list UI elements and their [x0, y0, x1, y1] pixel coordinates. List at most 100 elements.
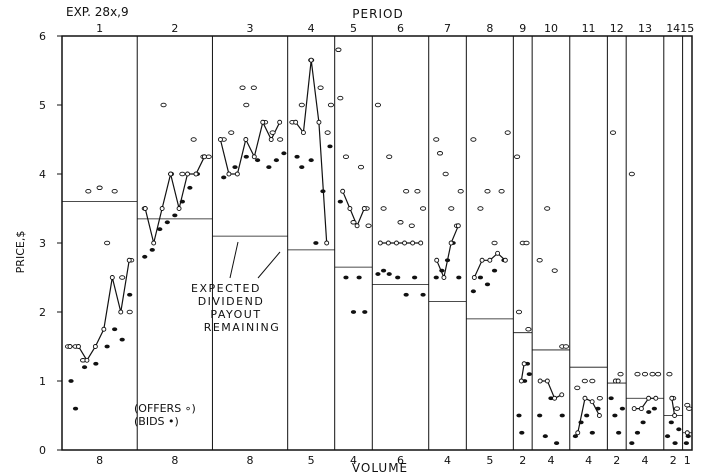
- y-tick-label: 2: [39, 306, 46, 319]
- transaction-point: [518, 378, 524, 384]
- transaction-point: [495, 250, 501, 256]
- volume-label: 8: [247, 454, 254, 467]
- legend: (OFFERS ∘) (BIDS •): [134, 402, 196, 428]
- transaction-point: [260, 119, 266, 125]
- transaction-point: [361, 206, 367, 211]
- volume-label: 2: [670, 454, 677, 467]
- bid-point: [68, 379, 74, 383]
- offer-point: [160, 102, 167, 108]
- transaction-point: [684, 430, 690, 436]
- volume-label: 8: [171, 454, 178, 467]
- offer-point: [335, 47, 342, 53]
- transaction-point: [559, 392, 565, 398]
- bid-point: [470, 289, 476, 294]
- bid-point: [93, 361, 99, 366]
- offer-point: [457, 188, 464, 194]
- transaction-point: [340, 188, 346, 194]
- transaction-point: [434, 257, 440, 263]
- transaction-point: [479, 257, 485, 263]
- transaction-point: [126, 257, 132, 263]
- transaction-point: [300, 130, 306, 136]
- period-label: 5: [350, 22, 357, 35]
- bid-point: [320, 189, 326, 194]
- offer-point: [357, 164, 365, 170]
- transaction-point: [410, 240, 416, 246]
- offer-point: [544, 206, 551, 211]
- transaction-line: [634, 397, 656, 410]
- transaction-point: [234, 171, 240, 177]
- bid-point: [112, 327, 118, 332]
- bid-point: [179, 199, 185, 204]
- transaction-point: [176, 206, 182, 211]
- bid-point: [254, 158, 261, 163]
- offer-point: [628, 171, 635, 177]
- offer-point: [239, 85, 246, 90]
- period-label: 10: [544, 22, 558, 35]
- experiment-label: EXP. 28x,9: [66, 5, 129, 19]
- period-label: 9: [519, 22, 526, 35]
- transaction-point: [243, 137, 249, 142]
- transaction-point: [669, 395, 675, 401]
- bid-point: [584, 413, 590, 418]
- transaction-point: [193, 171, 199, 177]
- y-tick-label: 5: [39, 99, 46, 112]
- transaction-point: [487, 257, 493, 263]
- transaction-point: [316, 119, 322, 125]
- bid-point: [542, 434, 548, 439]
- transaction-point: [277, 119, 283, 125]
- bid-point: [375, 272, 381, 276]
- bid-point: [281, 151, 287, 156]
- offer-point: [484, 188, 491, 194]
- transaction-point: [502, 257, 508, 263]
- offer-point: [649, 371, 656, 377]
- transaction-point: [324, 240, 330, 246]
- y-tick-label: 6: [39, 30, 46, 43]
- offer-point: [666, 371, 673, 377]
- transaction-line: [144, 156, 205, 244]
- bid-point: [266, 165, 272, 170]
- offer-point: [470, 137, 477, 142]
- offer-point: [342, 154, 350, 159]
- offer-point: [126, 309, 133, 315]
- offer-point: [515, 309, 523, 315]
- bid-point: [232, 165, 238, 170]
- offer-point: [589, 378, 596, 384]
- offer-point: [380, 206, 387, 211]
- transaction-point: [552, 395, 558, 401]
- offer-point: [525, 327, 532, 332]
- period-label: 3: [247, 22, 254, 35]
- offer-point: [269, 130, 276, 135]
- period-label: 2: [171, 22, 178, 35]
- bid-point: [350, 310, 357, 314]
- transaction-point: [67, 344, 73, 349]
- offer-point: [514, 154, 521, 159]
- period-label: 1: [96, 22, 103, 35]
- volume-axis-title: VOLUME: [352, 461, 408, 475]
- offer-point: [365, 223, 372, 228]
- transaction-line: [520, 363, 525, 382]
- bid-point: [537, 413, 543, 418]
- bid-point: [664, 434, 671, 439]
- offer-point: [596, 396, 603, 401]
- bid-point: [616, 430, 622, 435]
- annotation-line-1: EXPECTED: [191, 282, 261, 295]
- transaction-point: [118, 309, 124, 315]
- offer-point: [442, 171, 449, 177]
- volume-label: 6: [397, 454, 404, 467]
- bid-point: [491, 268, 498, 273]
- bid-point: [578, 420, 584, 425]
- transaction-point: [385, 240, 391, 246]
- transaction-point: [168, 171, 174, 177]
- bid-point: [526, 372, 532, 376]
- bid-point: [683, 441, 689, 445]
- annotation-line-4: REMAINING: [204, 321, 281, 334]
- offer-point: [408, 223, 415, 228]
- volume-label: 5: [308, 454, 315, 467]
- offer-point: [634, 371, 641, 377]
- offer-point: [350, 220, 357, 225]
- bid-point: [299, 165, 305, 170]
- transaction-point: [101, 326, 107, 332]
- offer-point: [433, 137, 440, 142]
- bid-point: [444, 258, 451, 263]
- transaction-point: [646, 395, 652, 401]
